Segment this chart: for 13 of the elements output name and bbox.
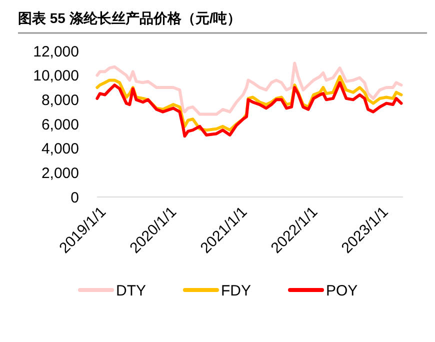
line-series — [96, 81, 403, 138]
y-tick-label: 12,000 — [33, 43, 79, 60]
line-series — [96, 62, 403, 116]
y-tick-label: 0 — [70, 189, 79, 206]
y-tick-label: 6,000 — [41, 116, 79, 134]
legend-label: FDY — [221, 282, 251, 300]
y-tick-label: 2,000 — [41, 164, 79, 182]
y-tick-label: 10,000 — [33, 68, 79, 85]
y-tick-label: 4,000 — [41, 140, 79, 158]
legend-label: POY — [326, 282, 358, 300]
y-tick-label: 8,000 — [41, 92, 79, 109]
legend-label: DTY — [116, 282, 146, 300]
chart-title: 图表 55 涤纶长丝产品价格（元/吨） — [18, 10, 242, 26]
